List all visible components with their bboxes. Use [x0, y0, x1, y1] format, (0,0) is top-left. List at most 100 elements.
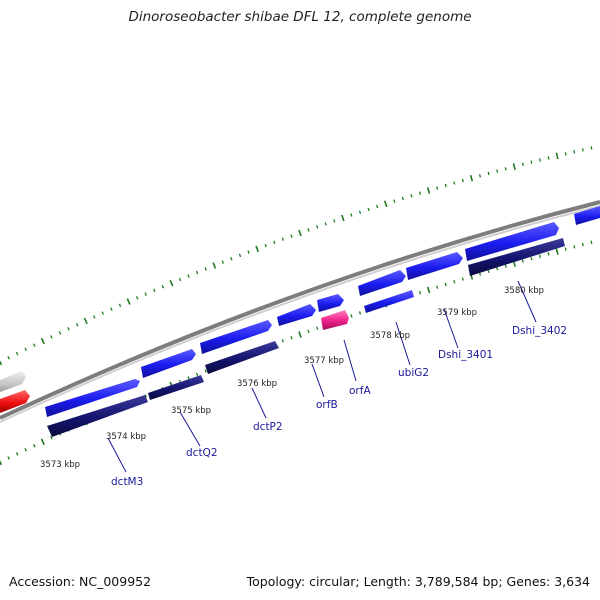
outer-tick: [230, 257, 233, 261]
inner-tick: [564, 247, 567, 251]
outer-tick: [58, 331, 62, 335]
inner-tick: [547, 252, 550, 256]
leader-orfA: [343, 339, 357, 382]
outer-tick: [512, 163, 516, 170]
inner-tick: [195, 372, 199, 377]
leader-orfB: [311, 363, 325, 398]
inner-tick: [144, 394, 147, 398]
outer-tick: [573, 150, 576, 154]
inner-tick: [204, 369, 207, 373]
outer-tick: [255, 245, 260, 253]
leader-dctP2: [251, 387, 267, 419]
gene-label-Dshi_3402[interactable]: Dshi_3402: [512, 325, 567, 337]
gene-edge-forward[interactable]: [574, 206, 600, 225]
scale-label-3576: 3576 kbp: [237, 379, 277, 389]
scale-label-3574: 3574 kbp: [106, 432, 146, 442]
inner-tick: [461, 277, 464, 281]
gene-Dshi_3401-forward[interactable]: [406, 252, 463, 280]
inner-tick: [33, 444, 36, 448]
outer-tick: [307, 228, 310, 232]
outer-tick: [487, 171, 490, 176]
gene-label-dctQ2[interactable]: dctQ2: [186, 447, 218, 459]
genome-summary: Topology: circular; Length: 3,789,584 bp…: [246, 574, 590, 589]
outer-tick: [75, 323, 79, 327]
outer-tick: [469, 174, 474, 182]
leader-dctM3: [107, 437, 127, 473]
outer-tick: [426, 187, 431, 194]
scale-label-3580: 3580 kbp: [504, 286, 544, 296]
gene-label-Dshi_3401[interactable]: Dshi_3401: [438, 349, 493, 361]
gene-dctM3-forward[interactable]: [45, 379, 140, 417]
gene-Dshi_3402-forward[interactable]: [465, 222, 559, 261]
inner-tick: [418, 291, 422, 295]
outer-tick: [144, 292, 147, 296]
outer-tick: [453, 181, 456, 185]
gene-ubiG2-reverse[interactable]: [364, 290, 414, 313]
inner-tick: [504, 264, 507, 268]
outer-tick: [204, 267, 207, 271]
gene-dctQ2-forward[interactable]: [141, 349, 196, 378]
outer-tick: [478, 174, 482, 178]
inner-tick: [573, 245, 576, 249]
outer-tick: [169, 279, 174, 287]
gene-label-orfB[interactable]: orfB: [316, 399, 338, 411]
outer-tick: [264, 243, 267, 248]
leader-Dshi_3402: [517, 280, 537, 323]
inner-tick: [444, 282, 447, 287]
outer-tick: [538, 158, 542, 162]
gene-orfB-forward[interactable]: [277, 304, 316, 326]
outer-tick: [333, 219, 336, 223]
outer-tick: [444, 183, 447, 188]
inner-tick: [15, 452, 19, 456]
gene-orfA-forward[interactable]: [317, 294, 344, 312]
outer-tick: [298, 229, 302, 237]
outer-tick: [0, 360, 3, 366]
backbone: [0, 200, 600, 420]
outer-tick: [15, 351, 19, 356]
gene-dctQ2-reverse[interactable]: [148, 375, 204, 400]
outer-tick: [564, 152, 567, 156]
gene-Dshi_3402-reverse[interactable]: [468, 238, 565, 276]
feature-red[interactable]: [0, 390, 30, 413]
gene-label-orfA[interactable]: orfA: [349, 385, 371, 397]
gene-label-dctM3[interactable]: dctM3: [111, 476, 143, 488]
outer-tick: [401, 196, 404, 201]
inner-tick: [50, 436, 53, 440]
outer-tick: [530, 160, 533, 164]
outer-tick: [247, 250, 250, 254]
outer-tick: [93, 315, 96, 319]
inner-tick-ring: [0, 240, 593, 466]
feature-grey[interactable]: [0, 371, 26, 392]
outer-tick: [67, 327, 70, 331]
backbone-shadow: [0, 205, 600, 423]
inner-tick: [436, 285, 439, 289]
outer-tick: [110, 307, 113, 311]
gene-label-dctP2[interactable]: dctP2: [253, 421, 283, 433]
gene-dctM3-reverse[interactable]: [47, 395, 148, 437]
outer-tick: [581, 148, 584, 152]
inner-tick: [40, 438, 45, 446]
outer-tick: [375, 204, 379, 209]
outer-tick: [126, 298, 131, 305]
inner-tick: [538, 254, 542, 258]
outer-tick: [521, 162, 524, 167]
rna-feature[interactable]: [321, 310, 349, 330]
outer-tick: [161, 285, 165, 289]
outer-tick: [383, 200, 388, 208]
scale-label-3573: 3573 kbp: [40, 460, 80, 470]
gene-dctP2-forward[interactable]: [200, 320, 272, 354]
outer-tick: [290, 234, 293, 238]
outer-tick: [7, 356, 10, 360]
outer-tick: [178, 277, 182, 282]
gene-ubiG2-forward[interactable]: [358, 270, 406, 296]
outer-tick-ring: [0, 146, 593, 366]
outer-tick: [590, 146, 593, 150]
scale-label-3579: 3579 kbp: [437, 308, 477, 318]
gene-label-ubiG2[interactable]: ubiG2: [398, 367, 429, 379]
inner-tick: [350, 314, 353, 318]
outer-tick: [504, 167, 507, 171]
leader-dctQ2: [179, 411, 201, 447]
outer-tick: [367, 207, 370, 212]
inner-tick: [187, 376, 190, 380]
gene-dctP2-reverse[interactable]: [205, 341, 279, 374]
